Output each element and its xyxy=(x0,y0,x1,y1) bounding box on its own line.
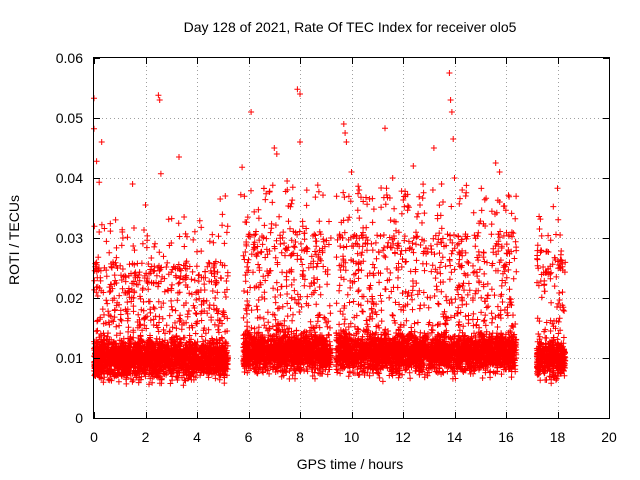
x-tick-label: 2 xyxy=(142,429,150,445)
roti-point-markers xyxy=(91,70,569,389)
x-tick-label: 14 xyxy=(447,429,463,445)
y-tick-label: 0 xyxy=(75,410,83,426)
x-tick-labels: 0 2 4 6 8 10 12 14 16 18 20 xyxy=(90,429,617,445)
y-axis-label: ROTI / TECUs xyxy=(6,195,22,285)
x-tick-label: 6 xyxy=(245,429,253,445)
x-tick-label: 12 xyxy=(395,429,411,445)
y-tick-label: 0.04 xyxy=(56,170,83,186)
y-tick-label: 0.06 xyxy=(56,50,83,66)
plot-frame xyxy=(93,57,610,419)
chart-title: Day 128 of 2021, Rate Of TEC Index for r… xyxy=(184,19,517,35)
x-tick-label: 10 xyxy=(344,429,360,445)
x-tick-label: 8 xyxy=(296,429,304,445)
x-tick-label: 4 xyxy=(193,429,201,445)
y-tick-label: 0.02 xyxy=(56,290,83,306)
y-tick-label: 0.05 xyxy=(56,110,83,126)
y-tick-label: 0.01 xyxy=(56,350,83,366)
y-tick-labels: 0 0.01 0.02 0.03 0.04 0.05 0.06 xyxy=(56,50,83,426)
axis-ticks xyxy=(94,58,610,419)
x-tick-label: 0 xyxy=(90,429,98,445)
x-tick-label: 16 xyxy=(498,429,514,445)
x-tick-label: 18 xyxy=(550,429,566,445)
x-axis-label: GPS time / hours xyxy=(297,456,404,472)
y-tick-label: 0.03 xyxy=(56,230,83,246)
data-points xyxy=(91,70,569,389)
x-tick-label: 20 xyxy=(601,429,617,445)
